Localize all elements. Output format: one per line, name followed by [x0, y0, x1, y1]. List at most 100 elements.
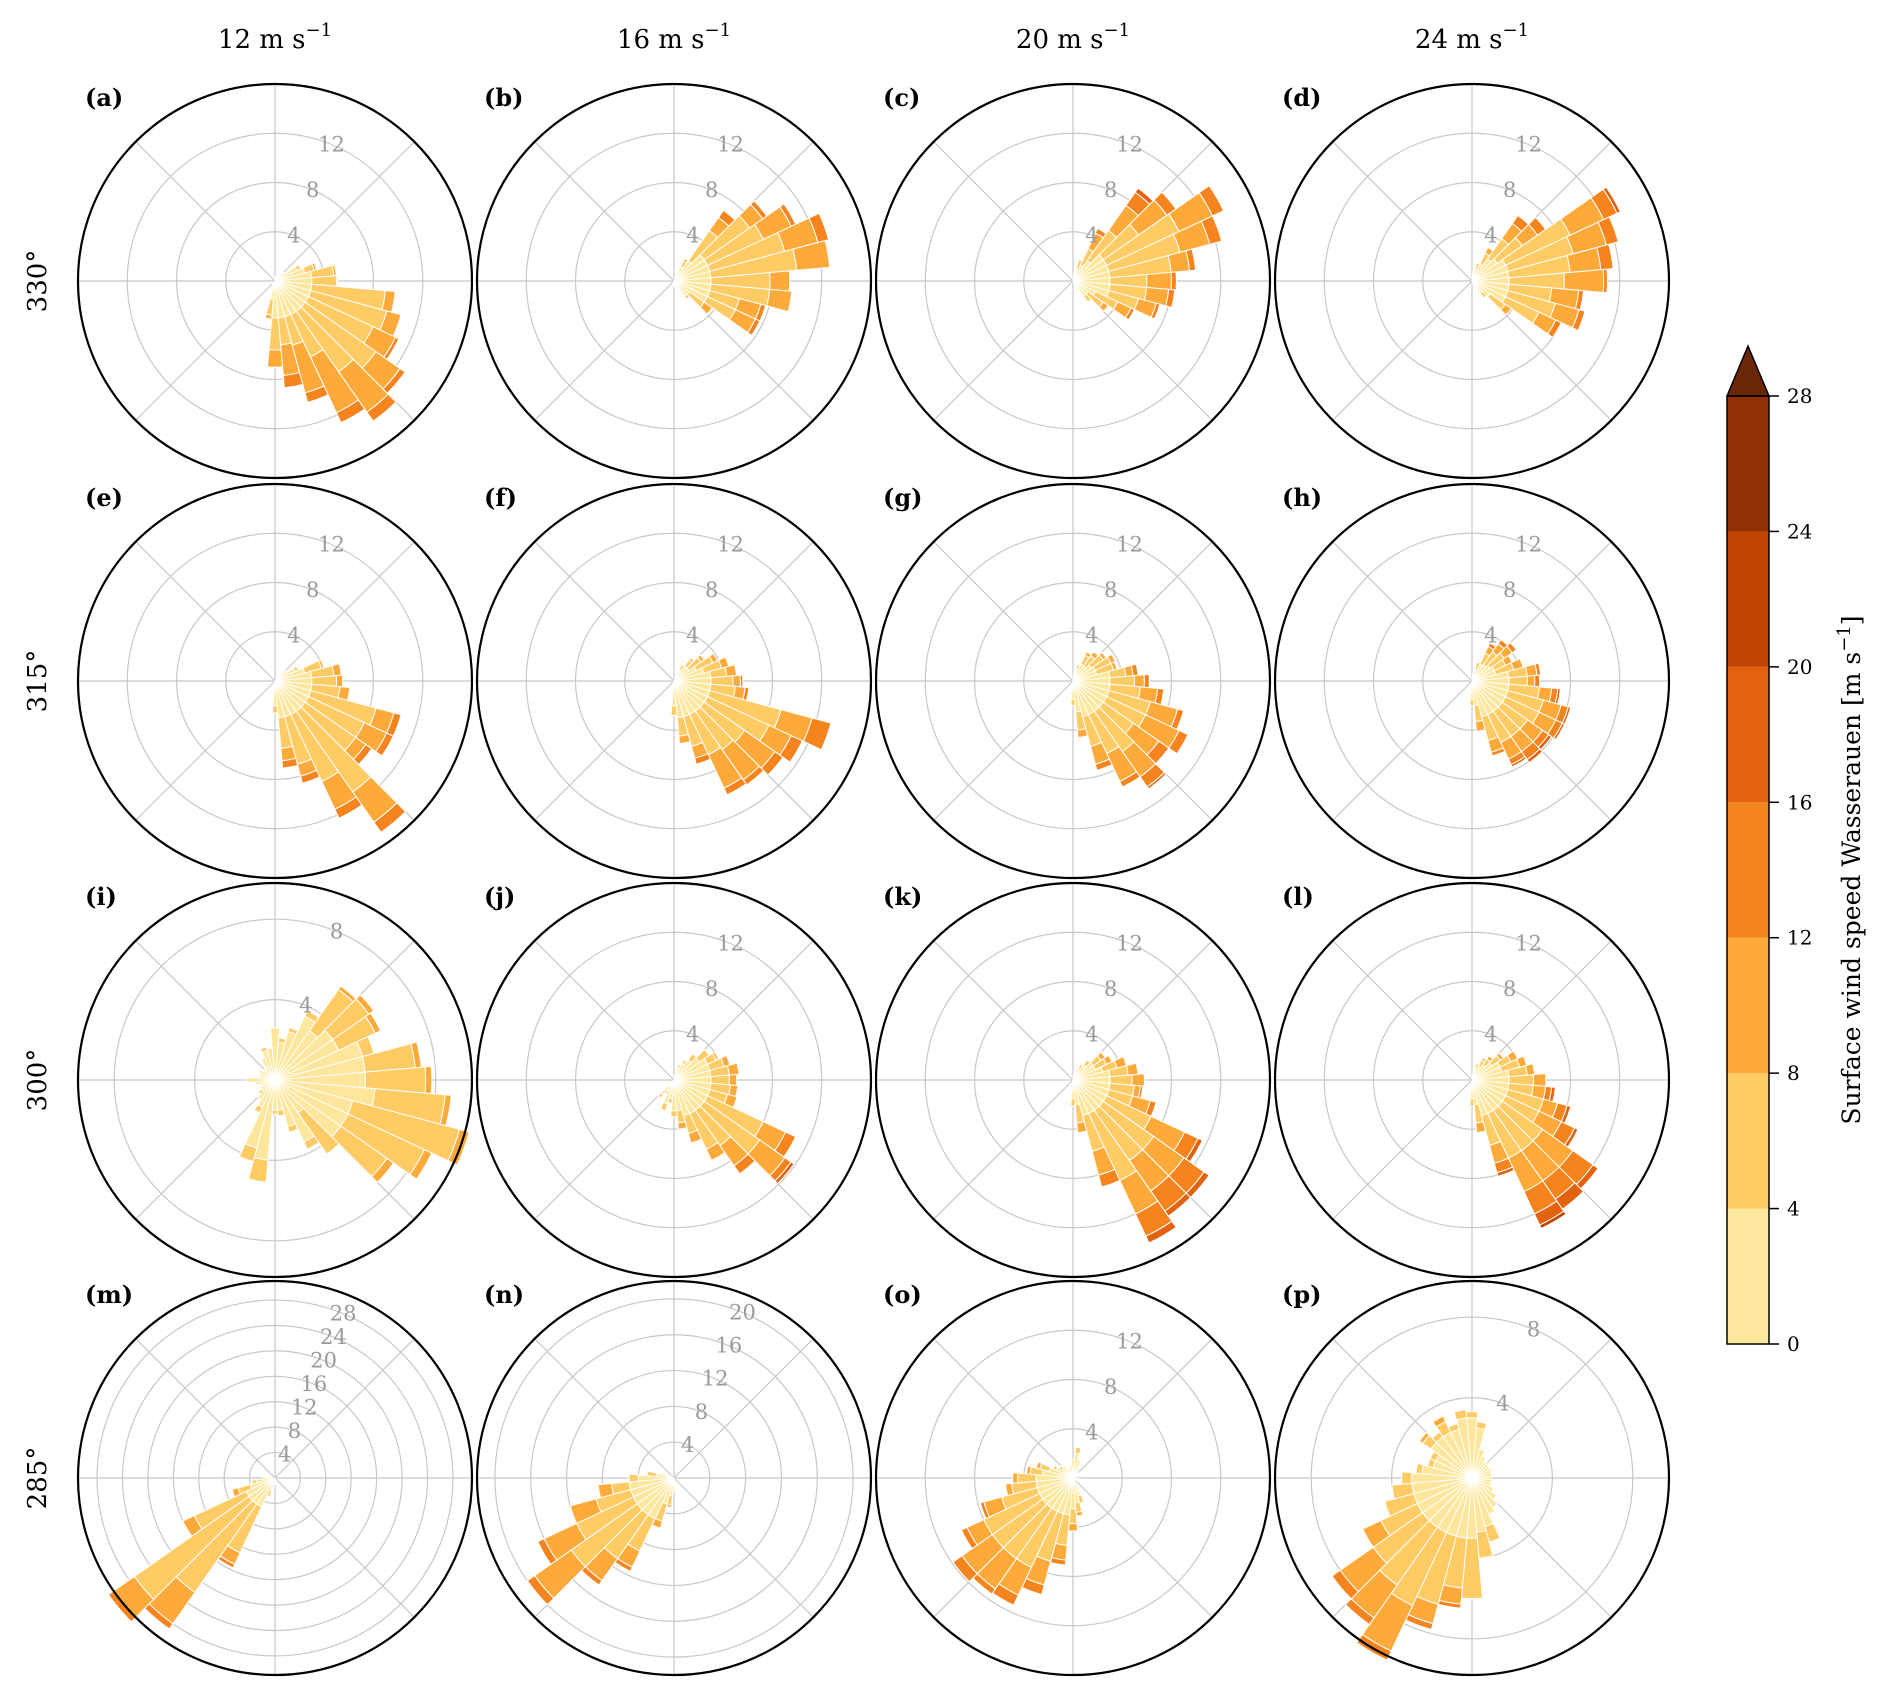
bar-segment	[670, 704, 678, 716]
outer-circle	[475, 881, 873, 1279]
ring-tick-label: 4	[287, 223, 300, 247]
ring-tick-label: 12	[717, 132, 744, 156]
ring-tick-label: 4	[1484, 223, 1497, 247]
bar	[1070, 1079, 1074, 1088]
ring-tick-label: 4	[681, 1433, 694, 1457]
outer-circle	[1273, 881, 1671, 1279]
bar-segment	[802, 717, 832, 751]
bar	[1471, 1079, 1567, 1230]
grid-spoke	[673, 1477, 814, 1618]
outer-circle	[76, 82, 474, 480]
grid-spoke	[135, 1079, 276, 1220]
ring-tick-label: 8	[695, 1400, 708, 1424]
ring-tick-label: 4	[686, 623, 699, 647]
grid-spoke	[933, 940, 1074, 1081]
grid-spoke	[135, 680, 276, 821]
bar-segment	[705, 1141, 726, 1162]
panel-label: (n)	[484, 1280, 524, 1309]
bar-segment	[1453, 1409, 1468, 1421]
bar-segment	[1052, 1464, 1059, 1471]
bar-segment	[1526, 674, 1536, 688]
bar-segment	[1098, 301, 1109, 313]
bar-segment	[266, 1047, 276, 1081]
wind-rose-panel: 48 12 (j)	[475, 881, 873, 1279]
bar-segment	[1070, 1097, 1076, 1107]
bar	[991, 1477, 1074, 1606]
ring-tick-label: 12	[1116, 132, 1143, 156]
grid-spoke	[1471, 1338, 1612, 1479]
column-title: 20 m s−1	[1016, 20, 1130, 55]
bar-segment	[1146, 271, 1173, 291]
bar	[274, 280, 304, 389]
grid-spoke	[274, 1338, 415, 1479]
ring-tick-label: 8	[288, 1419, 301, 1443]
bar-segment	[1143, 673, 1150, 689]
bar	[1072, 1079, 1192, 1217]
bar-segment	[952, 1554, 978, 1583]
colorbar-title: Surface wind speed Wasserauen [m s−1]	[1834, 615, 1866, 1124]
panel-label: (i)	[85, 882, 117, 911]
bar-segment	[370, 1157, 395, 1184]
wind-rose-panel: 48 12 (o)	[874, 1279, 1272, 1677]
ring-tick-label: 8	[1104, 977, 1117, 1001]
bar-segment	[1012, 1472, 1019, 1484]
colorbar-band	[1727, 396, 1769, 532]
grid-spoke	[1072, 1477, 1213, 1618]
bar-segment	[331, 663, 342, 677]
bar-segment	[746, 318, 761, 337]
panel-label: (h)	[1282, 483, 1322, 512]
ring-tick-label: 8	[705, 578, 718, 602]
bar-segment	[1069, 1465, 1074, 1479]
bar-segment	[1076, 1121, 1088, 1134]
ring-tick-label: 8	[705, 178, 718, 202]
panel-label: (m)	[85, 1280, 133, 1309]
bar	[1072, 680, 1170, 765]
wind-rose-panel: 48 12 (f)	[475, 482, 873, 880]
bar-segment	[1082, 293, 1092, 303]
bar-segment	[526, 1574, 555, 1606]
colorbar-tick-label: 8	[1787, 1061, 1800, 1085]
ring-tick-label: 4	[686, 1022, 699, 1046]
bar-segment	[792, 239, 831, 271]
bar	[1072, 680, 1167, 790]
bar	[972, 1477, 1074, 1595]
ring-tick-label: 16	[715, 1334, 742, 1358]
ring-tick-label: 4	[1484, 623, 1497, 647]
bar-segment	[1571, 309, 1586, 332]
outer-circle	[1273, 82, 1671, 480]
ring-tick-label: 12	[1116, 931, 1143, 955]
bar-segment	[766, 288, 793, 313]
bars	[1070, 651, 1189, 790]
grid-spoke	[135, 541, 276, 682]
bar-segment	[299, 769, 321, 784]
bar	[1072, 680, 1141, 788]
bar	[1072, 663, 1139, 682]
bar-segment	[569, 1498, 602, 1525]
bar-segment	[1602, 186, 1622, 215]
panel-label: (b)	[484, 83, 524, 112]
bar-segment	[266, 349, 284, 368]
ring-tick-label: 12	[1116, 532, 1143, 556]
bar-segment	[1479, 290, 1488, 299]
colorbar-tick-label: 0	[1787, 1332, 1800, 1356]
colorbar-band	[1727, 531, 1769, 667]
bar	[274, 280, 366, 424]
bar-segment	[1563, 268, 1605, 294]
ring-tick-label: 8	[1527, 1317, 1540, 1341]
grid-spoke	[933, 680, 1074, 821]
bar-segment	[1075, 1510, 1084, 1517]
ring-tick-label: 12	[1515, 532, 1542, 556]
ring-tick-label: 24	[320, 1325, 347, 1349]
bar	[272, 280, 276, 284]
bar	[673, 680, 747, 796]
bars	[264, 262, 406, 424]
bar-segment	[678, 733, 691, 745]
bar	[673, 1079, 726, 1162]
grid-spoke	[135, 280, 276, 421]
grid-spoke	[534, 1338, 675, 1479]
bar-segment	[1546, 319, 1562, 339]
bar-segment	[375, 732, 394, 757]
bar	[1453, 1409, 1473, 1479]
bar	[1072, 184, 1225, 282]
outer-circle	[475, 82, 873, 480]
